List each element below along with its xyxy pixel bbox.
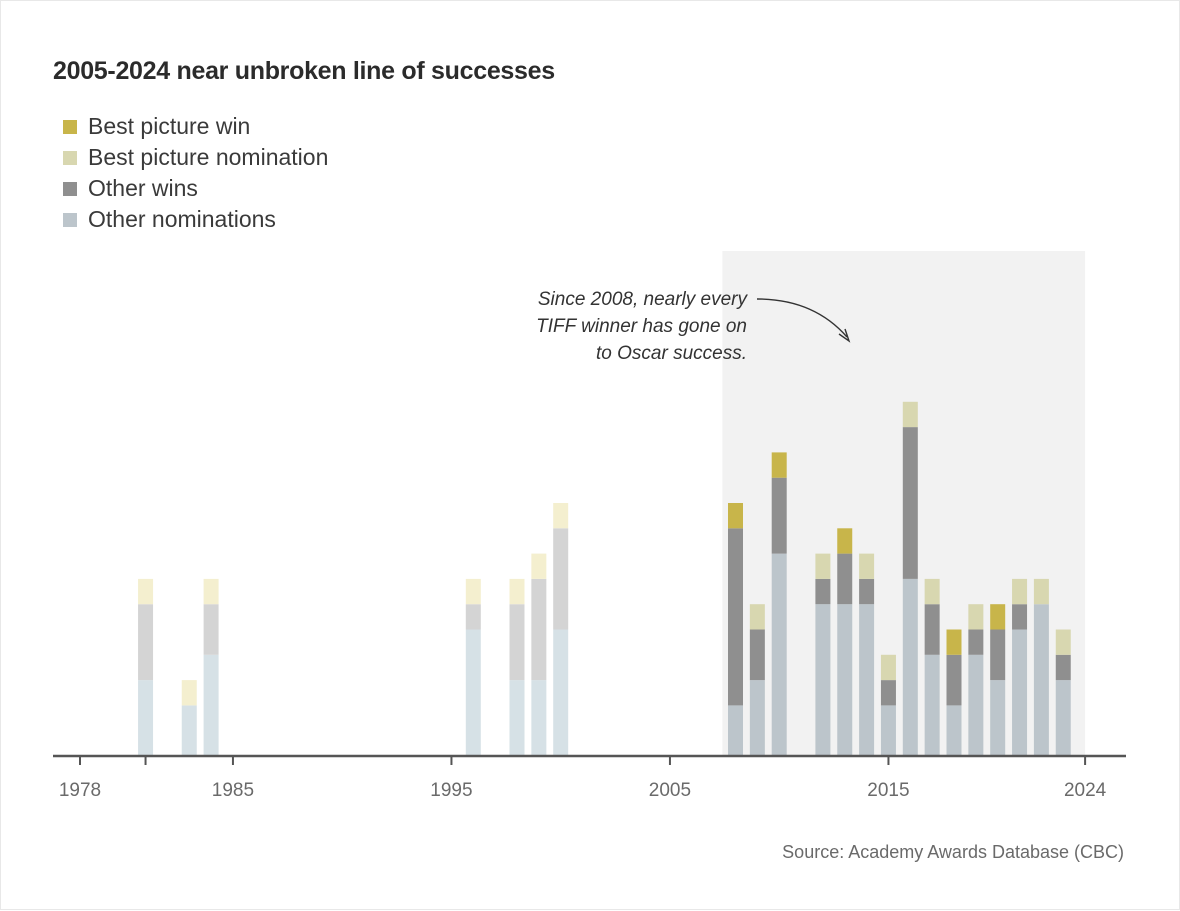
- chart-title: 2005-2024 near unbroken line of successe…: [53, 57, 555, 85]
- bar-segment-1984-other-win: [203, 604, 219, 655]
- bar-segment-2012-other-nom: [815, 604, 831, 756]
- bar-segment-1983-bp-nom: [181, 680, 197, 706]
- legend-item-best-picture-win: Best picture win: [63, 111, 328, 142]
- bar-segment-2000-bp-nom: [553, 503, 569, 529]
- bar-segment-2000-other-win: [553, 528, 569, 630]
- bar-segment-2015-other-win: [880, 680, 896, 706]
- bar-segment-1981-other-win: [138, 604, 154, 681]
- bar-segment-2014-other-nom: [859, 604, 875, 756]
- bar-segment-2018-other-nom: [946, 705, 962, 756]
- legend-label: Best picture win: [88, 113, 251, 139]
- legend-item-other-wins: Other wins: [63, 173, 328, 204]
- annotation-arrow: [756, 298, 848, 338]
- legend-label: Other wins: [88, 175, 198, 201]
- bar-segment-2017-other-nom: [924, 654, 940, 756]
- bar-segment-1999-other-nom: [531, 680, 547, 756]
- bar-segment-2017-other-win: [924, 604, 940, 655]
- bar-segment-2014-other-win: [859, 578, 875, 605]
- bar-segment-2021-bp-nom: [1012, 578, 1028, 605]
- bar-segment-1983-other-nom: [181, 705, 197, 756]
- bar-segment-2021-other-nom: [1012, 629, 1028, 756]
- bar-segment-1996-other-nom: [465, 629, 481, 756]
- x-tick-label-1995: 1995: [430, 780, 472, 801]
- bar-segment-2013-other-win: [837, 553, 853, 605]
- bar-segment-1999-other-win: [531, 578, 547, 681]
- bar-segment-2010-bp-win: [771, 452, 787, 478]
- bar-segment-2018-other-win: [946, 654, 962, 706]
- legend-swatch-other-nominations: [63, 212, 77, 227]
- bar-segment-1996-bp-nom: [465, 578, 481, 605]
- bar-segment-2023-other-nom: [1055, 680, 1071, 756]
- bar-segment-2008-bp-win: [728, 503, 743, 529]
- bar-segment-2018-bp-win: [946, 629, 962, 655]
- x-tick-label-1985: 1985: [212, 780, 254, 801]
- bar-segment-1984-bp-nom: [203, 578, 219, 605]
- bar-segment-1998-bp-nom: [509, 578, 525, 605]
- bar-segment-2016-bp-nom: [902, 401, 918, 428]
- bar-segment-2020-bp-win: [990, 604, 1006, 630]
- bar-segment-2023-other-win: [1055, 654, 1071, 681]
- x-tick-label-2005: 2005: [649, 780, 691, 801]
- bar-segment-1981-other-nom: [138, 680, 154, 756]
- bar-segment-1999-bp-nom: [531, 553, 547, 579]
- bar-segment-2020-other-nom: [990, 680, 1006, 756]
- bar-segment-2016-other-win: [902, 427, 918, 579]
- bar-segment-2008-other-win: [728, 528, 743, 706]
- bar-segment-2015-other-nom: [880, 705, 896, 756]
- bar-segment-2019-bp-nom: [968, 604, 984, 630]
- bar-segment-2000-other-nom: [553, 629, 569, 756]
- x-tick-label-1978: 1978: [59, 780, 101, 801]
- bar-segment-2009-other-nom: [749, 680, 765, 756]
- bar-segment-2009-bp-nom: [749, 604, 765, 630]
- x-tick-label-2015: 2015: [867, 780, 909, 801]
- legend-swatch-other-wins: [63, 181, 77, 196]
- bar-segment-2017-bp-nom: [924, 578, 940, 605]
- bar-segment-2020-other-win: [990, 629, 1006, 681]
- bar-segment-2022-other-nom: [1033, 604, 1049, 756]
- source-note: Source: Academy Awards Database (CBC): [782, 842, 1124, 862]
- bar-segment-1984-other-nom: [203, 654, 219, 756]
- bar-segment-2008-other-nom: [728, 705, 743, 756]
- annotation-arrowhead: [838, 328, 851, 343]
- legend-swatch-best-picture-win: [63, 119, 77, 134]
- legend-label: Other nominations: [88, 206, 276, 232]
- bar-segment-1981-bp-nom: [138, 578, 154, 605]
- bar-segment-2013-bp-win: [837, 528, 853, 554]
- bar-segment-2019-other-win: [968, 629, 984, 655]
- bar-segment-2012-other-win: [815, 578, 831, 605]
- x-tick-label-2024: 2024: [1064, 780, 1107, 801]
- bar-segment-2015-bp-nom: [880, 654, 896, 681]
- legend-item-other-nominations: Other nominations: [63, 204, 328, 235]
- bar-segment-1998-other-win: [509, 604, 525, 681]
- bar-segment-2019-other-nom: [968, 654, 984, 756]
- legend: Best picture win Best picture nomination…: [63, 111, 328, 235]
- legend-label: Best picture nomination: [88, 144, 329, 170]
- bar-segment-2023-bp-nom: [1055, 629, 1071, 655]
- bar-segment-2010-other-win: [771, 477, 787, 554]
- annotation-line-1: Since 2008, nearly every: [538, 289, 749, 310]
- bar-segment-2013-other-nom: [837, 604, 853, 756]
- bar-segment-2021-other-win: [1012, 604, 1028, 630]
- bar-segment-2016-other-nom: [902, 578, 918, 756]
- legend-swatch-best-picture-nomination: [63, 150, 77, 165]
- bar-segment-2014-bp-nom: [859, 553, 875, 579]
- bar-segment-1998-other-nom: [509, 680, 525, 756]
- bar-segment-2012-bp-nom: [815, 553, 831, 579]
- bar-segment-1996-other-win: [465, 604, 481, 630]
- annotation-line-3: to Oscar success.: [596, 343, 747, 364]
- bar-segment-2010-other-nom: [771, 553, 787, 756]
- bar-segment-2009-other-win: [749, 629, 765, 681]
- annotation-line-2: TIFF winner has gone on: [536, 316, 747, 337]
- legend-item-best-picture-nomination: Best picture nomination: [63, 142, 328, 173]
- bar-segment-2022-bp-nom: [1033, 578, 1049, 605]
